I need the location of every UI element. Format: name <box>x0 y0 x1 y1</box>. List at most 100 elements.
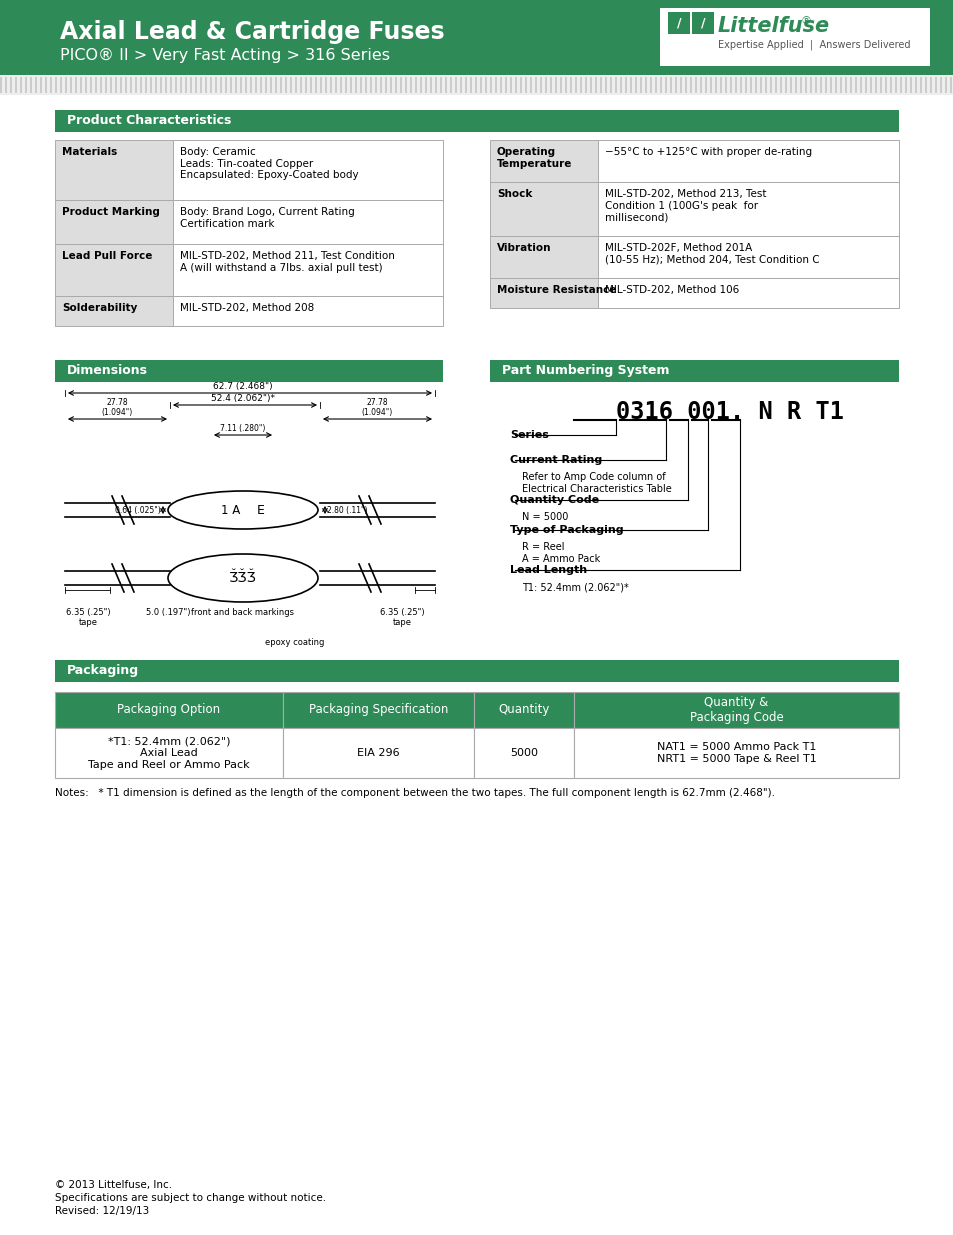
Bar <box>934 77 936 93</box>
Bar <box>172 245 442 296</box>
Bar <box>569 77 572 93</box>
Bar <box>314 77 316 93</box>
Bar <box>439 77 441 93</box>
Bar <box>0 75 953 95</box>
Bar <box>919 77 921 93</box>
Bar <box>604 77 606 93</box>
Bar <box>140 77 142 93</box>
Bar <box>290 77 292 93</box>
Text: Product Marking: Product Marking <box>62 207 160 217</box>
Bar <box>599 77 601 93</box>
Bar <box>575 77 577 93</box>
Bar <box>589 77 592 93</box>
Text: Packaging Option: Packaging Option <box>117 704 220 716</box>
Bar <box>424 77 427 93</box>
Bar <box>490 182 598 236</box>
Text: Expertise Applied  |  Answers Delivered: Expertise Applied | Answers Delivered <box>718 40 909 49</box>
Bar <box>339 77 341 93</box>
Bar <box>335 77 336 93</box>
Bar <box>240 77 242 93</box>
Bar <box>365 77 367 93</box>
Bar <box>150 77 152 93</box>
Text: epoxy coating: epoxy coating <box>265 638 324 647</box>
Text: 6.35 (.25")
tape: 6.35 (.25") tape <box>379 608 424 627</box>
Text: Shock: Shock <box>497 189 532 199</box>
Text: 5000: 5000 <box>510 748 537 758</box>
Bar <box>35 77 37 93</box>
Bar <box>10 77 12 93</box>
Bar <box>874 77 876 93</box>
Bar <box>574 692 898 727</box>
Bar <box>120 77 122 93</box>
Bar <box>490 77 492 93</box>
Bar <box>170 77 172 93</box>
Bar <box>345 77 347 93</box>
Bar <box>667 12 689 35</box>
Bar <box>379 77 381 93</box>
Bar <box>55 110 898 132</box>
Text: MIL-STD-202, Method 211, Test Condition
A (will withstand a 7lbs. axial pull tes: MIL-STD-202, Method 211, Test Condition … <box>180 251 395 273</box>
Bar <box>729 77 731 93</box>
Text: PICO® II > Very Fast Acting > 316 Series: PICO® II > Very Fast Acting > 316 Series <box>60 48 390 63</box>
Ellipse shape <box>168 492 317 529</box>
Text: Notes:   * T1 dimension is defined as the length of the component between the tw: Notes: * T1 dimension is defined as the … <box>55 788 774 798</box>
Bar <box>165 77 167 93</box>
Bar <box>265 77 267 93</box>
Bar <box>579 77 581 93</box>
Bar <box>435 77 436 93</box>
Text: MIL-STD-202, Method 208: MIL-STD-202, Method 208 <box>180 303 314 312</box>
Text: Specifications are subject to change without notice.: Specifications are subject to change wit… <box>55 1193 326 1203</box>
Text: Е: Е <box>256 504 265 516</box>
Bar <box>709 77 711 93</box>
Bar <box>65 77 67 93</box>
Bar <box>385 77 387 93</box>
Bar <box>319 77 322 93</box>
Bar <box>375 77 376 93</box>
Bar <box>714 77 717 93</box>
Text: A = Ammo Pack: A = Ammo Pack <box>521 555 599 564</box>
Bar <box>784 77 786 93</box>
Text: Materials: Materials <box>62 147 117 157</box>
Text: Littelfuse: Littelfuse <box>718 16 829 36</box>
Bar <box>829 77 831 93</box>
Bar <box>294 77 296 93</box>
Text: Packaging: Packaging <box>67 664 139 677</box>
Bar <box>474 727 574 778</box>
Bar <box>55 296 172 326</box>
Text: MIL-STD-202F, Method 201A
(10-55 Hz); Method 204, Test Condition C: MIL-STD-202F, Method 201A (10-55 Hz); Me… <box>604 243 819 264</box>
Bar <box>675 77 677 93</box>
Text: N = 5000: N = 5000 <box>521 513 568 522</box>
Bar <box>270 77 272 93</box>
Bar <box>889 77 891 93</box>
Bar <box>794 77 796 93</box>
Text: Quantity Code: Quantity Code <box>510 495 598 505</box>
Bar <box>160 77 162 93</box>
Bar <box>350 77 352 93</box>
Bar <box>944 77 946 93</box>
Bar <box>659 77 661 93</box>
Bar <box>840 77 841 93</box>
Bar <box>639 77 641 93</box>
Bar <box>849 77 851 93</box>
Text: 6.35 (.25")
tape: 6.35 (.25") tape <box>66 608 111 627</box>
Text: Vibration: Vibration <box>497 243 551 253</box>
Bar <box>564 77 566 93</box>
Bar <box>894 77 896 93</box>
Bar <box>814 77 816 93</box>
Bar <box>598 182 898 236</box>
Bar <box>370 77 372 93</box>
Text: 52.4 (2.062")*: 52.4 (2.062")* <box>211 394 274 403</box>
Text: Solderability: Solderability <box>62 303 137 312</box>
Bar <box>359 77 361 93</box>
Text: Type of Packaging: Type of Packaging <box>510 525 623 535</box>
Bar <box>220 77 222 93</box>
Bar <box>664 77 666 93</box>
Bar <box>720 77 721 93</box>
Text: Quantity &
Packaging Code: Quantity & Packaging Code <box>689 697 782 724</box>
Bar <box>90 77 91 93</box>
Bar <box>60 77 62 93</box>
Bar <box>310 77 312 93</box>
Text: 0316 001. N R T1: 0316 001. N R T1 <box>616 400 843 424</box>
Bar <box>635 77 637 93</box>
Bar <box>430 77 432 93</box>
